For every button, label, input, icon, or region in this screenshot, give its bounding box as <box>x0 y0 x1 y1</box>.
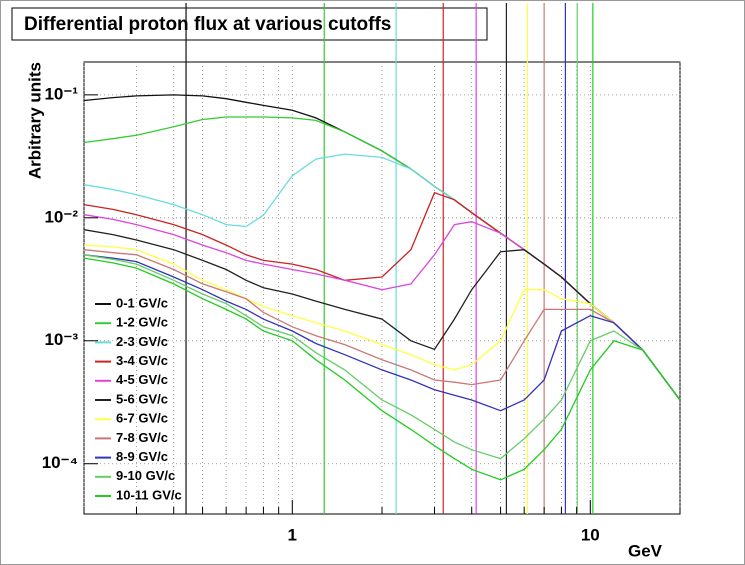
legend-label: 2-3 GV/c <box>116 334 168 349</box>
cutoff-lines <box>185 3 594 514</box>
y-tick-label: 10⁻³ <box>44 330 78 349</box>
y-tick-label: 10⁻¹ <box>44 84 78 103</box>
legend-label: 1-2 GV/c <box>116 315 168 330</box>
series-line <box>84 254 680 460</box>
series-line <box>84 254 680 412</box>
legend-label: 4-5 GV/c <box>116 372 168 387</box>
series-line <box>84 229 680 401</box>
legend-label: 3-4 GV/c <box>116 353 168 368</box>
y-tick-label: 10⁻² <box>44 207 78 226</box>
series-lines <box>84 94 680 481</box>
legend-label: 8-9 GV/c <box>116 449 168 464</box>
title-box <box>11 7 488 41</box>
legend-label: 9-10 GV/c <box>116 468 175 483</box>
y-axis-label: Arbitrary units <box>25 62 44 179</box>
legend-label: 7-8 GV/c <box>116 430 168 445</box>
series-line <box>84 249 680 401</box>
series-line <box>84 244 680 401</box>
legend-label: 5-6 GV/c <box>116 391 168 406</box>
axes: 10⁻¹ 10⁻² 10⁻³ 10⁻⁴ 1 10 <box>42 84 681 544</box>
x-tick-label: 1 <box>288 525 297 544</box>
legend-label: 10-11 GV/c <box>116 487 182 502</box>
series-line <box>84 257 680 481</box>
legend: 0-1 GV/c 1-2 GV/c 2-3 GV/c 3-4 GV/c 4-5 GV/c… <box>95 295 182 502</box>
chart-title: Differential proton flux at various cuto… <box>24 14 391 35</box>
x-tick-label: 10 <box>581 525 600 544</box>
legend-label: 6-7 GV/c <box>116 411 168 426</box>
legend-label: 0-1 GV/c <box>116 295 168 310</box>
x-axis-label: GeV <box>628 541 663 560</box>
y-tick-label: 10⁻⁴ <box>42 453 78 472</box>
